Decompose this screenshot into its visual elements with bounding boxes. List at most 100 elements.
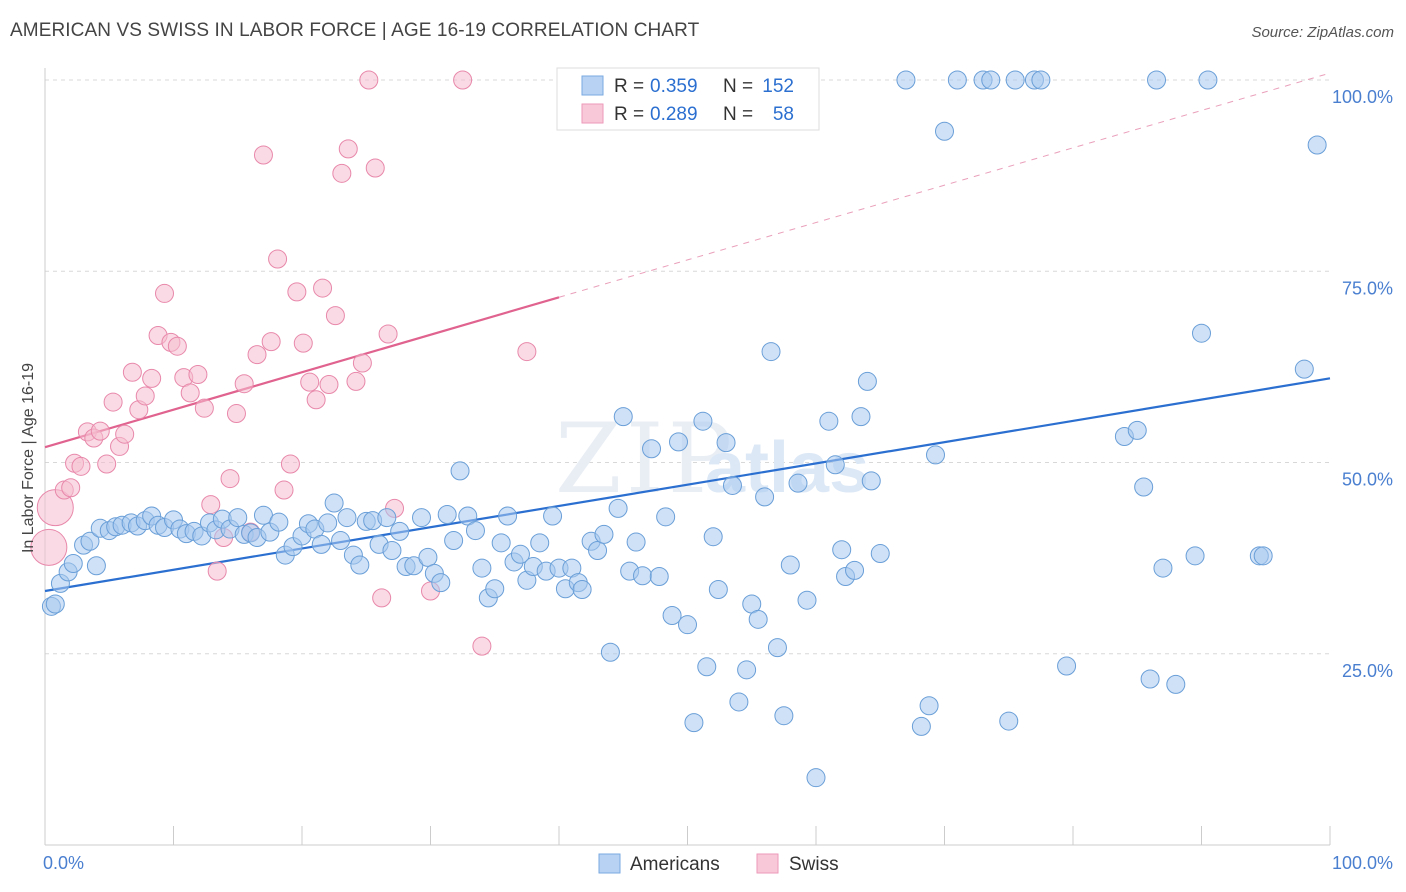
american-point <box>697 657 717 677</box>
swiss-point <box>247 345 267 365</box>
american-point <box>947 70 967 90</box>
american-point <box>228 508 248 528</box>
legend-swiss-swatch <box>756 853 779 874</box>
american-point <box>1031 70 1051 90</box>
american-point <box>331 531 351 551</box>
swiss-point <box>268 249 288 269</box>
swiss-point <box>332 163 352 183</box>
american-point <box>613 407 633 427</box>
swiss-point <box>352 353 372 373</box>
x-tick-label: 100.0% <box>1332 853 1393 873</box>
swiss-n-value: 58 <box>773 104 794 125</box>
american-point <box>774 706 794 726</box>
american-point <box>1166 674 1186 694</box>
american-point <box>819 411 839 431</box>
swiss-point <box>61 478 81 498</box>
swiss-point <box>325 306 345 326</box>
american-point <box>45 594 65 614</box>
series-legend: Americans Swiss <box>598 853 839 875</box>
american-point <box>1057 656 1077 676</box>
american-point <box>693 411 713 431</box>
swiss-n-label: N = <box>723 104 753 125</box>
swiss-point <box>90 421 110 441</box>
american-point <box>437 505 457 525</box>
swiss-swatch <box>581 103 604 124</box>
swiss-point <box>280 454 300 474</box>
legend-americans-label: Americans <box>630 854 720 875</box>
american-point <box>390 521 410 541</box>
swiss-point <box>188 365 208 385</box>
swiss-point <box>274 480 294 500</box>
american-point <box>716 433 736 453</box>
y-tick-label: 25.0% <box>1342 661 1393 681</box>
american-point <box>857 371 877 391</box>
swiss-point <box>155 283 175 303</box>
american-point <box>845 560 865 580</box>
american-point <box>1198 70 1218 90</box>
american-point <box>608 498 628 518</box>
swiss-points <box>30 70 537 656</box>
swiss-point <box>319 374 339 394</box>
swiss-point <box>453 70 473 90</box>
american-point <box>926 445 946 465</box>
american-point <box>669 432 689 452</box>
source-label: Source: ZipAtlas.com <box>1251 24 1394 41</box>
swiss-point <box>234 374 254 394</box>
american-point <box>350 555 370 575</box>
swiss-r-label: R = <box>614 104 644 125</box>
grid-layer <box>45 79 1330 655</box>
american-point <box>337 508 357 528</box>
swiss-r-value: 0.289 <box>650 104 698 125</box>
stats-legend: R = 0.359 N = 152 R = 0.289 N = 58 <box>556 67 820 131</box>
american-point <box>63 553 83 573</box>
swiss-trend-extension <box>558 72 1331 298</box>
american-point <box>935 121 954 141</box>
american-point <box>1140 669 1160 689</box>
swiss-point <box>472 636 492 656</box>
swiss-point <box>287 282 307 302</box>
swiss-point <box>220 469 240 489</box>
american-point <box>472 558 492 578</box>
american-point <box>981 70 1001 90</box>
american-point <box>530 533 550 553</box>
american-point <box>861 471 881 491</box>
swiss-point <box>293 333 313 353</box>
american-point <box>588 540 608 560</box>
american-point <box>1294 359 1314 379</box>
swiss-point <box>30 528 68 566</box>
american-point <box>919 696 939 716</box>
americans-n-label: N = <box>723 76 753 97</box>
american-point <box>80 531 100 551</box>
swiss-point <box>313 278 333 298</box>
swiss-point <box>194 398 214 418</box>
american-point <box>999 711 1019 731</box>
americans-n-value: 152 <box>762 76 794 97</box>
american-point <box>832 540 852 560</box>
y-axis-label: In Labor Force | Age 16-19 <box>20 363 37 553</box>
american-point <box>510 544 530 564</box>
american-point <box>656 507 676 527</box>
swiss-point <box>142 368 162 388</box>
american-point <box>1185 546 1205 566</box>
american-point <box>1147 70 1167 90</box>
american-point <box>708 579 728 599</box>
swiss-point <box>517 342 537 362</box>
american-point <box>1253 546 1273 566</box>
american-point <box>633 566 653 586</box>
swiss-point <box>71 456 91 476</box>
americans-r-value: 0.359 <box>650 76 698 97</box>
swiss-point <box>338 139 358 159</box>
american-point <box>797 590 817 610</box>
swiss-point <box>103 392 123 412</box>
swiss-point <box>365 158 385 178</box>
swiss-point <box>378 324 398 344</box>
american-point <box>767 638 787 658</box>
x-tick-label: 0.0% <box>43 853 84 873</box>
american-point <box>1153 558 1173 578</box>
swiss-point <box>207 561 227 581</box>
american-point <box>642 439 662 459</box>
american-point <box>780 555 800 575</box>
american-point <box>600 642 620 662</box>
american-point <box>1307 135 1327 155</box>
y-tick-label: 100.0% <box>1332 87 1393 107</box>
